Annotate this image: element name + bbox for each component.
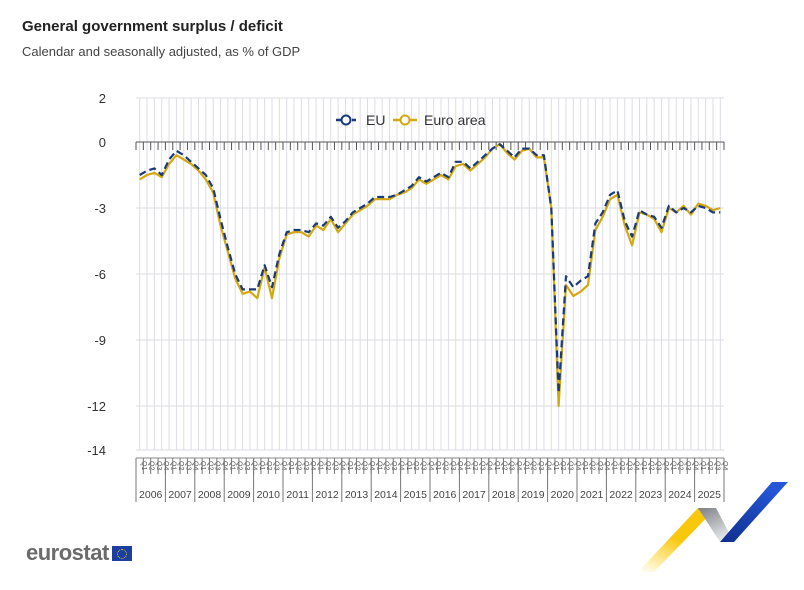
logo-text: eurostat [26, 540, 109, 565]
year-label: 2024 [668, 489, 692, 501]
chart-title: General government surplus / deficit [22, 18, 283, 35]
chart-subtitle: Calendar and seasonally adjusted, as % o… [22, 44, 301, 59]
y-tick-label: -3 [94, 201, 106, 216]
y-tick-label: -12 [87, 399, 106, 414]
y-tick-label: 2 [99, 91, 106, 106]
legend[interactable]: EU Euro area [336, 112, 486, 128]
year-label: 2009 [227, 489, 251, 501]
x-axis: Q1Q2Q3Q4Q1Q2Q3Q4Q1Q2Q3Q4Q1Q2Q3Q4Q1Q2Q3Q4… [135, 457, 728, 502]
legend-item-euro-area[interactable]: Euro area [393, 112, 486, 128]
legend-label-eu: EU [366, 112, 385, 128]
year-label: 2014 [374, 489, 398, 501]
year-label: 2018 [492, 489, 516, 501]
grid [135, 97, 725, 451]
year-label: 2013 [345, 489, 369, 501]
year-label: 2023 [639, 489, 663, 501]
year-label: 2017 [462, 489, 486, 501]
year-label: 2019 [521, 489, 545, 501]
eu-flag-icon [111, 545, 132, 561]
y-tick-label: -6 [94, 267, 106, 282]
year-label: 2010 [257, 489, 281, 501]
year-label: 2008 [198, 489, 222, 501]
year-label: 2007 [168, 489, 192, 501]
legend-label-euro-area: Euro area [424, 112, 486, 128]
y-tick-label: 0 [99, 135, 106, 150]
series-line-eu [139, 143, 721, 394]
series-line-euro-area [139, 143, 721, 408]
decorative-zigzag-icon [638, 482, 788, 572]
eurostat-logo: eurostat [26, 540, 132, 566]
y-tick-label: -9 [94, 333, 106, 348]
year-label: 2025 [698, 489, 722, 501]
year-label: 2016 [433, 489, 457, 501]
year-label: 2021 [580, 489, 604, 501]
y-axis: 2 0 -3 -6 -9 -12 -14 [87, 91, 106, 458]
year-label: 2022 [609, 489, 633, 501]
year-label: 2012 [315, 489, 339, 501]
series-lines [139, 143, 721, 408]
year-label: 2006 [139, 489, 163, 501]
y-tick-label: -14 [87, 443, 106, 458]
year-label: 2015 [404, 489, 428, 501]
year-label: 2011 [286, 489, 309, 501]
legend-item-eu[interactable]: EU [336, 112, 385, 128]
eu-legend-marker-icon [340, 114, 352, 126]
euro-area-legend-marker-icon [399, 114, 411, 126]
year-label: 2020 [551, 489, 575, 501]
